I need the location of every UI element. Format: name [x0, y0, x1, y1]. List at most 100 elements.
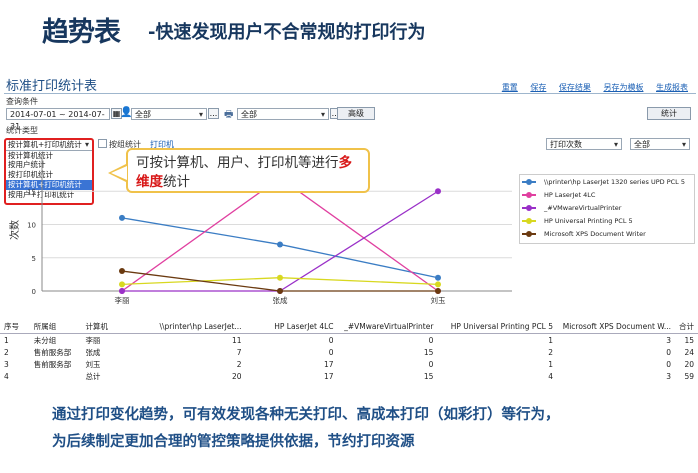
type-option[interactable]: 按用户+打印机统计	[8, 189, 75, 199]
user-select[interactable]: 全部	[131, 108, 207, 121]
table-cell: 17	[323, 359, 334, 369]
callout-box: 可按计算机、用户、打印机等进行多维度统计	[126, 148, 370, 193]
group-checkbox[interactable]	[98, 139, 107, 148]
col-header[interactable]: \\printer\hp LaserJet...	[128, 320, 246, 334]
col-header[interactable]: 计算机	[81, 320, 129, 334]
filter-select[interactable]: 全部	[630, 138, 690, 151]
user-icon: 👤	[120, 107, 133, 118]
table-cell: 59	[684, 371, 694, 381]
printer-select[interactable]: 全部	[237, 108, 329, 121]
footer-line-2: 为后续制定更加合理的管控策略提供依据，节约打印资源	[52, 434, 415, 450]
table-cell: 11	[232, 335, 242, 345]
legend-item: HP LaserJet 4LC	[522, 191, 595, 201]
table-cell: 20	[232, 371, 242, 381]
table-cell: 24	[684, 347, 694, 357]
legend-label: \\printer\hp LaserJet 1320 series UPD PC…	[544, 178, 685, 186]
table-cell: 刘玉	[85, 359, 101, 369]
table-cell: 李丽	[85, 335, 101, 345]
table-cell: 售前服务部	[33, 347, 72, 357]
table-cell: 1	[548, 335, 554, 345]
divider	[4, 93, 696, 94]
table-cell: 15	[423, 347, 434, 357]
table-cell: 售前服务部	[33, 359, 72, 369]
printer-link[interactable]: 打印机	[150, 140, 174, 149]
generate-report-link[interactable]: 生成报表	[656, 83, 688, 92]
type-option[interactable]: 按计算机统计	[8, 150, 53, 160]
callout-text-end: 统计	[163, 174, 190, 190]
legend-item: \\printer\hp LaserJet 1320 series UPD PC…	[522, 178, 685, 188]
table-cell: 0	[328, 347, 334, 357]
table-cell: 1	[548, 359, 554, 369]
callout-pointer-inner	[111, 166, 127, 180]
stats-button[interactable]: 统计	[647, 107, 691, 120]
table-cell: 15	[423, 371, 434, 381]
stats-table: 序号 所属组 计算机 \\printer\hp LaserJet... HP L…	[0, 320, 698, 382]
table-cell: 2	[236, 359, 242, 369]
type-select[interactable]: 按计算机+打印机统计	[6, 140, 92, 151]
calendar-button[interactable]: ▦	[111, 108, 122, 119]
col-header[interactable]: Microsoft XPS Document W...	[557, 320, 675, 334]
chart-legend: \\printer\hp LaserJet 1320 series UPD PC…	[519, 174, 695, 244]
query-label: 查询条件	[6, 97, 38, 106]
table-cell: 17	[323, 371, 334, 381]
table-cell	[30, 370, 82, 382]
save-link[interactable]: 保存	[530, 83, 547, 92]
table-cell: 0	[428, 359, 434, 369]
table-row[interactable]: 4 总计 20 17 15 4 3 59	[0, 370, 698, 382]
slide-subtitle: -快速发现用户不合常规的打印行为	[148, 22, 426, 43]
callout-text: 可按计算机、用户、打印机等进行	[136, 155, 339, 171]
save-as-template-link[interactable]: 另存为模板	[603, 83, 644, 92]
legend-label: _#VMwareVirtualPrinter	[544, 204, 622, 212]
table-cell: 4	[548, 371, 554, 381]
footer-line-1: 通过打印变化趋势，可有效发现各种无关打印、高成本打印（如彩打）等行为，	[52, 407, 560, 423]
table-cell: 2	[4, 347, 9, 357]
legend-label: HP Universal Printing PCL 5	[544, 217, 633, 225]
advanced-button[interactable]: 高级	[337, 107, 375, 120]
table-cell: 0	[428, 335, 434, 345]
reset-link[interactable]: 重置	[501, 83, 518, 92]
user-browse-button[interactable]: ...	[208, 108, 219, 119]
table-cell: 总计	[85, 371, 101, 381]
type-label: 统计类型	[6, 126, 38, 135]
type-option[interactable]: 按用户统计	[8, 160, 46, 170]
table-cell: 7	[236, 347, 242, 357]
table-cell: 15	[684, 335, 694, 345]
table-cell: 20	[684, 359, 694, 369]
col-header[interactable]: 序号	[0, 320, 30, 334]
metric-select[interactable]: 打印次数	[546, 138, 622, 151]
save-result-link[interactable]: 保存结果	[558, 83, 591, 92]
printer-icon: 🖶	[224, 109, 234, 120]
type-dropdown[interactable]: 按计算机+打印机统计 按计算机统计 按用户统计 按打印机统计 按计算机+打印机统…	[4, 138, 94, 205]
type-option[interactable]: 按打印机统计	[8, 170, 53, 180]
slide-title: 趋势表	[42, 17, 121, 48]
col-header[interactable]: HP LaserJet 4LC	[245, 320, 338, 334]
table-cell: 2	[548, 347, 554, 357]
table-row[interactable]: 2 售前服务部 张成 7 0 15 2 0 24	[0, 346, 698, 358]
footer-text: 通过打印变化趋势，可有效发现各种无关打印、高成本打印（如彩打）等行为， 为后续制…	[52, 402, 560, 456]
type-option-selected[interactable]: 按计算机+打印机统计	[6, 179, 92, 190]
table-row[interactable]: 1 未分组 李丽 11 0 0 1 3 15	[0, 334, 698, 347]
group-checkbox-label: 按组统计	[109, 140, 141, 149]
date-range-field[interactable]: 2014-07-01 ~ 2014-07-31	[6, 108, 110, 131]
table-cell: 0	[328, 335, 334, 345]
table-cell: 1	[4, 335, 9, 345]
col-header[interactable]: HP Universal Printing PCL 5	[437, 320, 558, 334]
col-header[interactable]: 所属组	[29, 320, 82, 334]
legend-item: Microsoft XPS Document Writer	[522, 230, 646, 240]
toolbar-links: 重置 保存 保存结果 另存为模板 生成报表	[492, 82, 688, 93]
table-cell: 3	[4, 359, 9, 369]
callout-highlight: 多维度	[136, 155, 352, 190]
col-header[interactable]: _#VMwareVirtualPrinter	[337, 320, 438, 334]
table-cell: 3	[666, 371, 671, 381]
table-cell: 0	[666, 347, 671, 357]
app-title: 标准打印统计表	[6, 79, 98, 94]
col-header[interactable]: 合计	[675, 320, 698, 334]
table-cell: 3	[666, 335, 671, 345]
table-cell: 未分组	[33, 335, 57, 345]
legend-label: Microsoft XPS Document Writer	[544, 230, 646, 238]
table-cell: 0	[666, 359, 671, 369]
legend-item: HP Universal Printing PCL 5	[522, 217, 633, 227]
table-row[interactable]: 3 售前服务部 刘玉 2 17 0 1 0 20	[0, 358, 698, 370]
table-cell: 4	[4, 371, 9, 381]
table-cell: 张成	[85, 347, 101, 357]
